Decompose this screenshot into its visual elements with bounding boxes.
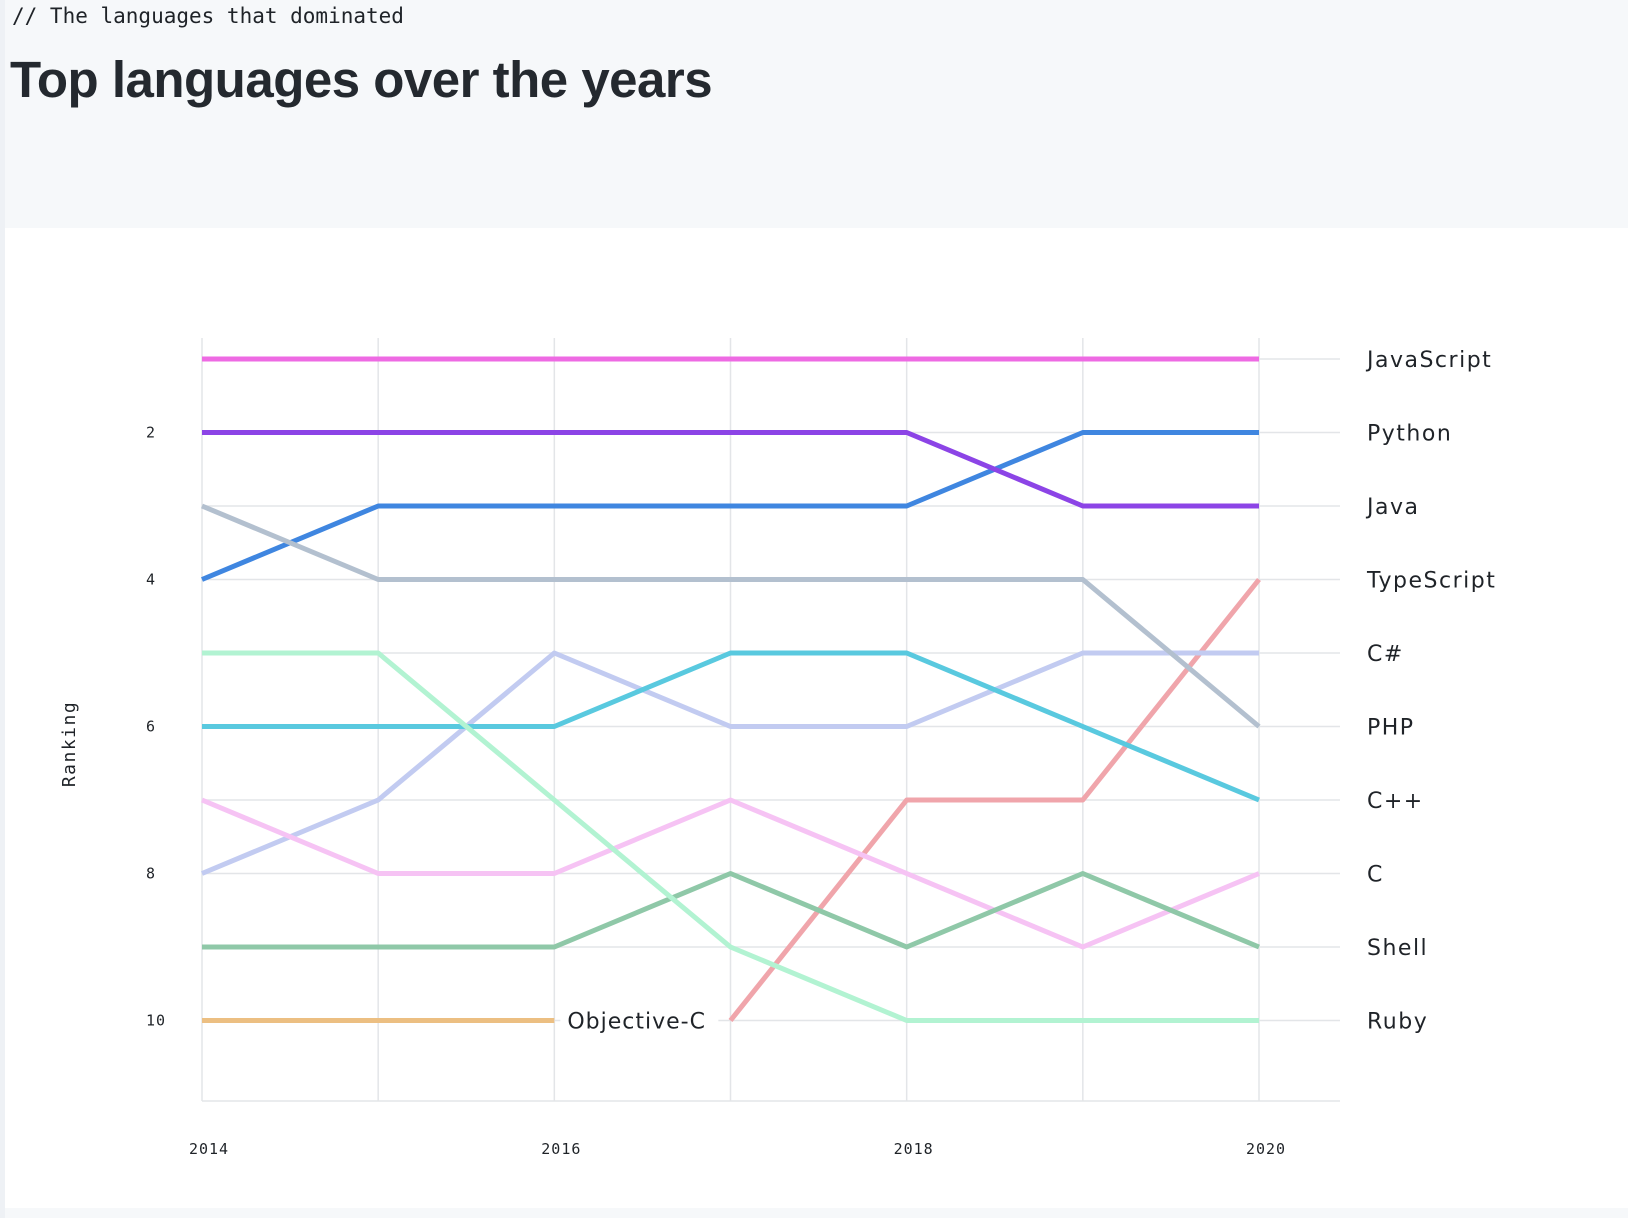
- page-title: Top languages over the years: [10, 51, 713, 108]
- inline-label-background: [560, 1003, 719, 1036]
- series-line-shell: [202, 871, 1260, 950]
- y-tick-label: 6: [146, 718, 156, 736]
- y-tick-label: 8: [146, 865, 156, 883]
- series-line-c-: [202, 650, 1260, 803]
- x-tick-label: 2020: [1246, 1140, 1286, 1158]
- series-line-ruby: [202, 650, 1259, 1023]
- language-label: Python: [1367, 422, 1452, 447]
- series-line-python: [201, 430, 1259, 582]
- language-label: C++: [1367, 789, 1424, 814]
- series-lines: [201, 356, 1261, 1023]
- series-line-php: [201, 503, 1261, 729]
- x-tick-label: 2014: [189, 1140, 229, 1158]
- y-axis-title: Ranking: [59, 701, 80, 787]
- series-line-java: [202, 430, 1259, 509]
- x-tick-label: 2018: [894, 1140, 934, 1158]
- language-label: Ruby: [1367, 1010, 1428, 1035]
- language-label: TypeScript: [1366, 569, 1496, 594]
- series-line-c-: [201, 650, 1259, 876]
- header-band: // The languages that dominated Top lang…: [5, 0, 1628, 228]
- language-label: PHP: [1367, 716, 1415, 741]
- language-label: C: [1367, 863, 1384, 888]
- grid: [201, 338, 1340, 1102]
- footer-band: [5, 1208, 1628, 1218]
- y-tick-label: 4: [146, 571, 156, 589]
- series-line-c: [201, 797, 1260, 950]
- inline-series-label: Objective-C: [567, 1010, 706, 1035]
- language-label: Shell: [1367, 936, 1428, 961]
- labels: Ranking 2014 2016 2018 2020 2 4 6 8 10 JavaScript…: [59, 348, 1496, 1158]
- left-edge-divider: [0, 0, 5, 1218]
- y-tick-label: 10: [146, 1012, 166, 1030]
- y-tick-label: 2: [146, 424, 156, 442]
- language-label: C#: [1367, 642, 1404, 667]
- language-label: JavaScript: [1365, 348, 1492, 373]
- language-label: Java: [1365, 495, 1419, 520]
- ranking-line-chart: Ranking 2014 2016 2018 2020 2 4 6 8 10 JavaScript…: [59, 338, 1496, 1158]
- x-tick-label: 2016: [541, 1140, 581, 1158]
- section-eyebrow: // The languages that dominated: [12, 4, 404, 28]
